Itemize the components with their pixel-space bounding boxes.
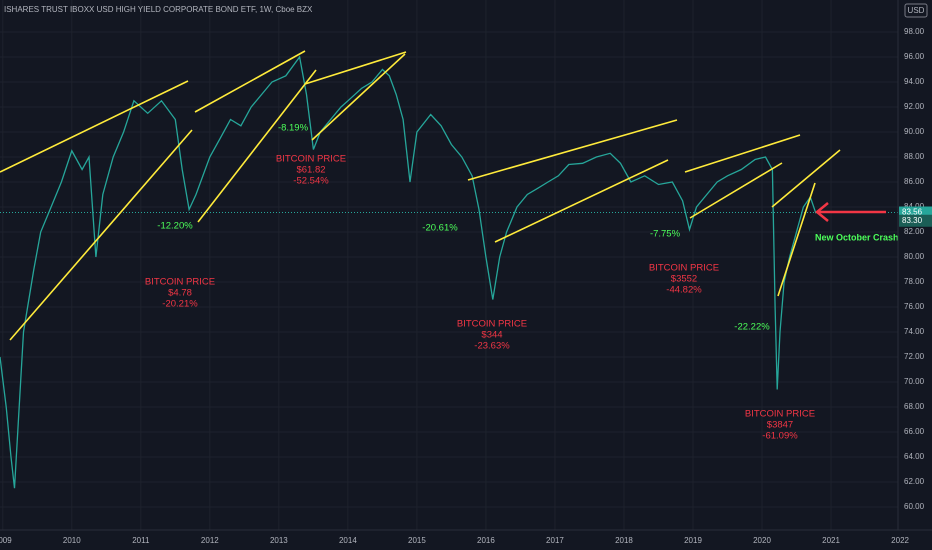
y-tick-label: 96.00 [904, 52, 925, 61]
trendline [0, 80, 189, 173]
plot [0, 55, 898, 489]
drop-label: -20.61% [422, 223, 458, 234]
x-tick-label: 2011 [132, 536, 150, 545]
trendline [684, 134, 801, 173]
x-tick-label: 2014 [339, 536, 357, 545]
trendline [194, 50, 306, 113]
trendlines [0, 50, 841, 341]
bitcoin-label: BITCOIN PRICE [649, 263, 719, 274]
x-tick-label: 2018 [615, 536, 633, 545]
bitcoin-label: -23.63% [474, 341, 510, 352]
y-tick-label: 74.00 [904, 327, 925, 336]
arrow-head [815, 202, 829, 222]
x-tick-label: 2015 [408, 536, 426, 545]
x-tick-label: 2019 [684, 536, 702, 545]
drop-label: -7.75% [650, 229, 681, 240]
y-tick-label: 78.00 [904, 277, 925, 286]
x-tick-label: 2022 [891, 536, 909, 545]
grid [0, 0, 898, 530]
x-tick-label: 2012 [201, 536, 219, 545]
x-tick-label: 2021 [822, 536, 840, 545]
drop-label: -22.22% [734, 322, 770, 333]
price-tag-label: 83.30 [902, 216, 923, 225]
x-tick-label: 2013 [270, 536, 288, 545]
x-tick-label: 2009 [0, 536, 12, 545]
drop-label: -12.20% [157, 221, 193, 232]
x-tick-label: 2020 [753, 536, 771, 545]
y-tick-label: 76.00 [904, 302, 925, 311]
annotations: BITCOIN PRICE$4.78-20.21%BITCOIN PRICE$6… [145, 123, 899, 442]
x-tick-label: 2010 [63, 536, 81, 545]
axes: 60.00 62.00 64.00 66.00 68.00 70.00 72.00 74.00… [0, 27, 932, 545]
bitcoin-label: $3552 [671, 274, 697, 285]
y-tick-label: 94.00 [904, 77, 925, 86]
bitcoin-label: $344 [481, 330, 502, 341]
bitcoin-label: -44.82% [666, 285, 702, 296]
bitcoin-label: BITCOIN PRICE [145, 277, 215, 288]
bitcoin-label: BITCOIN PRICE [457, 319, 527, 330]
y-tick-label: 88.00 [904, 152, 925, 161]
trendline [304, 51, 407, 85]
drop-label: -8.19% [278, 123, 309, 134]
y-tick-label: 72.00 [904, 352, 925, 361]
bitcoin-label: -52.54% [293, 176, 329, 187]
y-tick-label: 92.00 [904, 102, 925, 111]
trendline [689, 162, 783, 219]
bitcoin-label: BITCOIN PRICE [745, 409, 815, 420]
bitcoin-label: $4.78 [168, 288, 192, 299]
trendline [771, 149, 841, 208]
bitcoin-label: -61.09% [762, 431, 798, 442]
bitcoin-label: BITCOIN PRICE [276, 154, 346, 165]
bitcoin-label: $61.82 [296, 165, 325, 176]
x-tick-label: 2016 [477, 536, 495, 545]
trendline [777, 182, 816, 297]
price-tag [899, 214, 932, 227]
y-tick-label: 86.00 [904, 177, 925, 186]
arrow [815, 202, 886, 222]
trendline [197, 69, 317, 223]
callout: New October Crash [815, 232, 899, 242]
price-axis [898, 0, 932, 550]
bitcoin-label: $3847 [767, 420, 793, 431]
trendline [467, 119, 678, 181]
x-tick-label: 2017 [546, 536, 564, 545]
last-price-label: 83.56 [902, 208, 923, 217]
y-tick-label: 80.00 [904, 252, 925, 261]
y-tick-label: 98.00 [904, 27, 925, 36]
y-tick-label: 66.00 [904, 427, 925, 436]
trendline [311, 53, 406, 141]
y-tick-label: 70.00 [904, 377, 925, 386]
y-tick-label: 62.00 [904, 477, 925, 486]
y-tick-label: 68.00 [904, 402, 925, 411]
y-tick-label: 90.00 [904, 127, 925, 136]
price-line [0, 55, 817, 489]
y-tick-label: 82.00 [904, 227, 925, 236]
currency-box [904, 3, 928, 18]
y-tick-label: 60.00 [904, 502, 925, 511]
y-tick-label: 64.00 [904, 452, 925, 461]
trendline [9, 129, 193, 341]
chart-title: ISHARES TRUST IBOXX USD HIGH YIELD CORPO… [4, 5, 313, 14]
currency: USD [908, 6, 925, 15]
trendline [494, 159, 669, 243]
bitcoin-label: -20.21% [162, 299, 198, 310]
